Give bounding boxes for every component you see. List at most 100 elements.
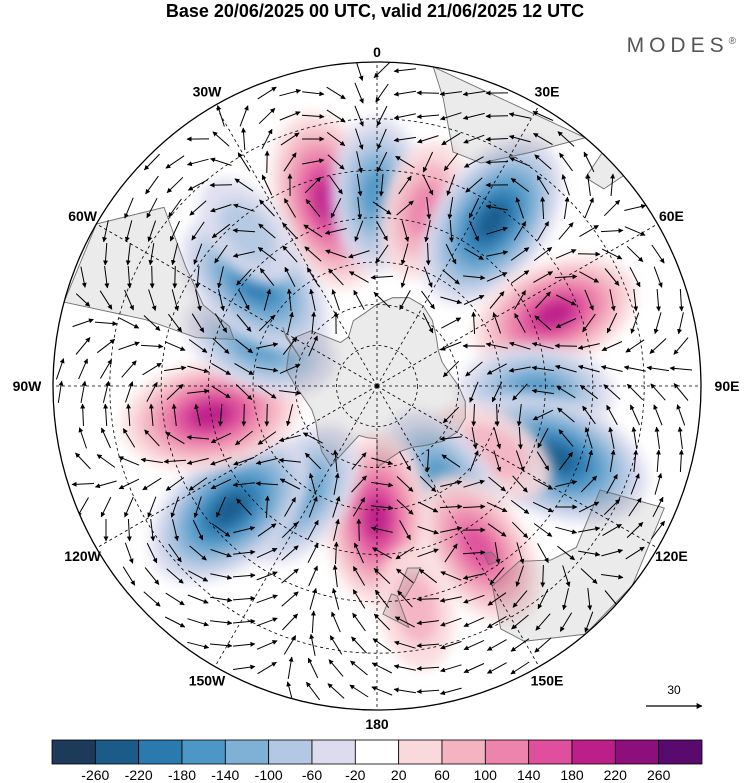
reference-vector-label: 30 <box>667 683 681 697</box>
wind-vector <box>577 343 600 350</box>
wind-vector <box>439 436 462 442</box>
wind-vector <box>515 565 524 587</box>
wind-vector <box>439 596 462 603</box>
wind-vector <box>186 457 209 465</box>
wind-vector <box>261 128 273 150</box>
wind-vector <box>165 155 185 169</box>
wind-vector <box>354 220 364 242</box>
wind-vector <box>256 640 278 650</box>
wind-vector <box>623 365 646 372</box>
wind-vector <box>216 496 226 518</box>
wind-vector <box>579 271 600 283</box>
wind-vector <box>533 478 554 490</box>
wind-vector <box>554 274 578 280</box>
wind-vector <box>236 314 252 332</box>
wind-vector <box>144 429 160 447</box>
wind-vector <box>326 131 346 147</box>
wind-vector <box>211 523 231 537</box>
wind-vector <box>579 384 599 400</box>
wind-vector <box>278 457 301 463</box>
wind-vector <box>578 501 600 513</box>
wind-vector <box>440 664 462 673</box>
wind-vector <box>510 177 530 193</box>
negative-anomaly-13 <box>149 434 311 584</box>
wind-vector <box>126 518 132 542</box>
wind-vector <box>259 268 275 286</box>
wind-vector <box>651 520 665 540</box>
latitude-circle <box>336 345 418 427</box>
wind-vector <box>493 450 502 472</box>
wind-vector <box>75 452 91 470</box>
wind-vector <box>677 426 683 449</box>
wind-vector <box>257 246 277 262</box>
wind-vector <box>558 429 574 447</box>
wind-vector <box>509 341 531 350</box>
wind-vector <box>554 343 578 349</box>
wind-vector <box>601 548 624 557</box>
wind-vector <box>513 221 527 241</box>
wind-vector <box>331 289 340 311</box>
colorbar-swatch-5 <box>268 739 313 765</box>
wind-vector <box>57 380 64 403</box>
wind-vector <box>462 573 485 580</box>
wind-vector <box>307 657 319 679</box>
wind-vector <box>417 501 439 513</box>
colorbar-swatch-6 <box>311 739 356 765</box>
wind-vector <box>493 427 502 450</box>
wind-vector <box>603 498 621 516</box>
longitude-label-8: 120W <box>64 548 101 564</box>
wind-vector <box>348 271 369 283</box>
wind-vector <box>673 383 689 401</box>
wind-vector <box>536 175 550 195</box>
wind-vector <box>512 590 528 608</box>
wind-vector <box>331 587 340 610</box>
wind-vector <box>241 403 247 427</box>
wind-vector <box>516 542 525 565</box>
wind-vector <box>210 573 233 580</box>
wind-vector <box>373 613 391 631</box>
wind-vector <box>372 638 392 652</box>
wind-vector <box>393 664 416 671</box>
wind-vector <box>305 681 321 701</box>
wind-vector <box>630 312 640 334</box>
wind-vector <box>351 452 367 470</box>
wind-vector <box>304 176 322 194</box>
wind-vector <box>332 496 341 518</box>
wind-vector <box>463 275 486 281</box>
wind-vector <box>353 289 365 310</box>
colorbar-swatch-2 <box>138 739 183 765</box>
wind-vector <box>557 407 575 423</box>
wind-vector <box>418 568 438 584</box>
wind-vector <box>124 496 134 518</box>
wind-vector <box>241 127 247 151</box>
wind-vector <box>311 311 317 335</box>
wind-vector <box>654 426 660 449</box>
wind-vector <box>187 641 210 650</box>
colorbar-swatch-12 <box>571 739 616 765</box>
wind-vector <box>393 136 416 143</box>
wind-vector <box>163 458 187 464</box>
wind-vector <box>583 151 595 173</box>
wind-vector <box>210 432 232 444</box>
south-pole <box>375 384 379 388</box>
wind-vector <box>259 199 275 217</box>
wind-vector <box>447 197 454 220</box>
wind-vector <box>486 501 508 513</box>
wind-vector <box>494 542 501 565</box>
wind-vector <box>628 497 642 517</box>
wind-vector <box>531 388 554 395</box>
wind-vector <box>558 222 574 240</box>
wind-vector <box>653 266 663 288</box>
wind-vector <box>187 179 208 191</box>
wind-vector <box>585 449 594 472</box>
wind-vector <box>608 426 615 449</box>
wind-vector <box>278 434 301 443</box>
wind-vector <box>374 589 390 609</box>
wind-vector <box>194 265 200 289</box>
wind-vector <box>302 158 325 165</box>
wind-vector <box>516 404 522 427</box>
wind-vector <box>512 475 528 493</box>
wind-vector <box>510 247 530 261</box>
wind-vector <box>463 663 485 673</box>
